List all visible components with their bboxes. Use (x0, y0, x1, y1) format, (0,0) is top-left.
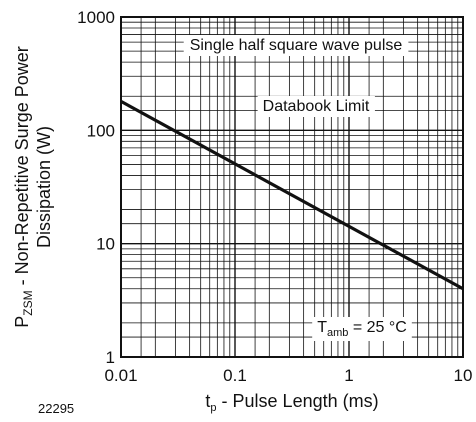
y-axis-label-rest: - Non-Repetitive Surge Power (12, 46, 32, 290)
chart-annotation-title: Single half square wave pulse (190, 37, 403, 54)
condition-label-background (312, 317, 412, 341)
title-box-background (183, 35, 409, 56)
y-axis-label-main: P (12, 316, 32, 328)
x-tick-label: 0.01 (104, 366, 137, 385)
series-line (120, 99, 464, 291)
x-tick-label: 10 (454, 366, 473, 385)
y-axis-label-line1: PZSM - Non-Repetitive Surge Power (12, 46, 35, 327)
condition-main: T (317, 319, 327, 336)
x-axis-label: tp - Pulse Length (ms) (205, 391, 378, 414)
y-tick-label: 1000 (77, 8, 115, 27)
x-tick-labels: 0.01 0.1 1 10 (104, 366, 472, 385)
condition-sub: amb (327, 327, 348, 339)
series-label: Databook Limit (263, 98, 370, 115)
series-label-background (257, 96, 375, 117)
y-axis-label-line2: Dissipation (W) (34, 126, 54, 248)
x-tick-label: 1 (344, 366, 353, 385)
y-tick-label: 10 (96, 235, 115, 254)
condition-rest: = 25 °C (348, 319, 406, 336)
x-axis-label-rest: - Pulse Length (ms) (217, 391, 379, 411)
plot-frame (120, 16, 464, 358)
x-tick-label: 0.1 (223, 366, 247, 385)
y-axis-label: PZSM - Non-Repetitive Surge Power Dissip… (12, 46, 54, 327)
y-tick-label: 100 (87, 121, 115, 140)
y-axis-label-sub: ZSM (21, 290, 35, 315)
x-axis-label-sub: p (210, 402, 216, 414)
condition-label: Tamb = 25 °C (317, 319, 407, 339)
x-axis-label-main: t (205, 391, 210, 411)
figure-id: 22295 (38, 401, 74, 416)
grid (120, 17, 463, 358)
y-tick-labels: 1 10 100 1000 (77, 8, 115, 367)
series-layer (120, 99, 464, 291)
y-tick-label: 1 (106, 348, 115, 367)
